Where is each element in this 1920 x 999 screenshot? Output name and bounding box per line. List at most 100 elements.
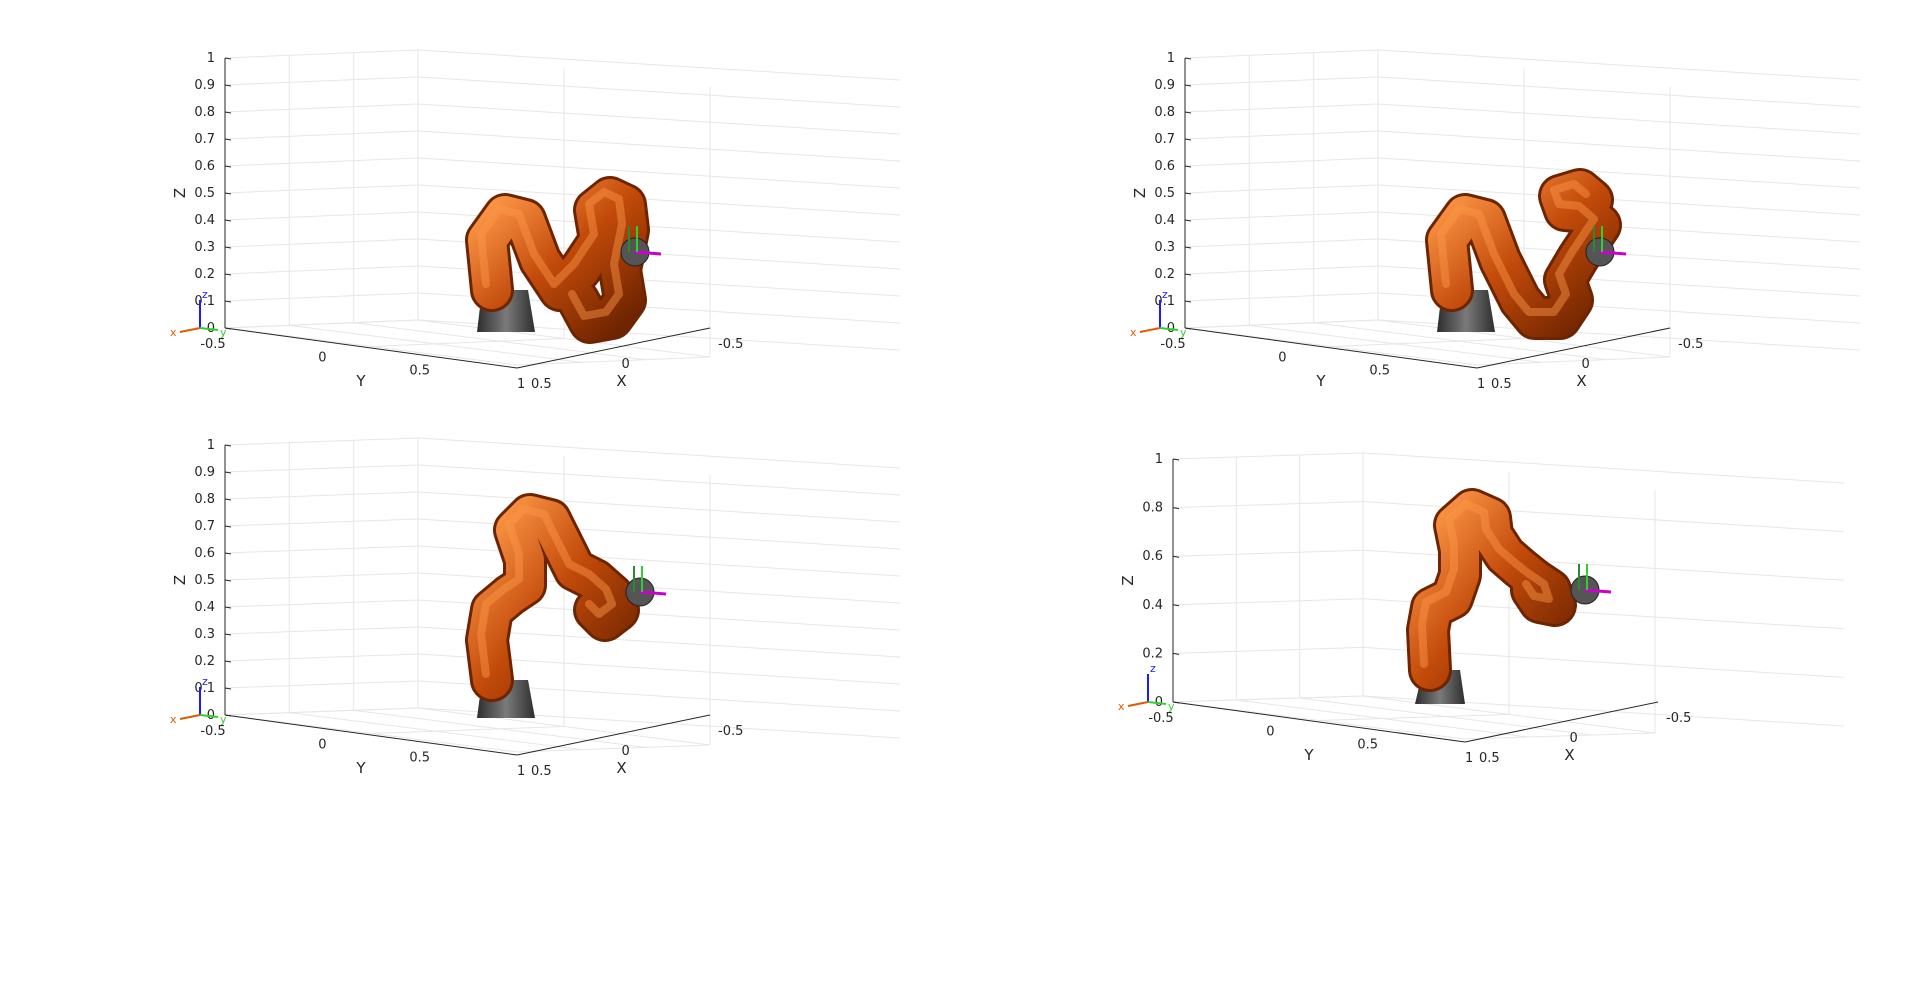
triad-x-axis (1139, 327, 1161, 333)
z-tick-label: 0.4 (1154, 213, 1175, 228)
z-tick (224, 714, 232, 717)
grid-line (417, 49, 901, 81)
z-tick-label: 0.6 (194, 546, 215, 561)
grid-line (224, 464, 419, 473)
z-tick (1172, 507, 1180, 510)
triad-y-label: y (1180, 326, 1187, 339)
z-tick-label: 1 (207, 438, 215, 453)
triad-x-axis (179, 714, 201, 720)
z-tick-label: 0.4 (194, 213, 215, 228)
y-tick-label: 0.5 (1357, 738, 1378, 753)
grid-line (1362, 452, 1845, 484)
x-tick-label: -0.5 (1666, 711, 1691, 726)
grid-line (516, 744, 711, 753)
grid-line (1172, 695, 1364, 703)
grid-line (224, 103, 419, 113)
triad-x-axis (1127, 701, 1149, 707)
triad-z-label: z (202, 288, 208, 301)
grid-line (1184, 319, 1379, 329)
grid-line (224, 292, 419, 302)
y-tick-label: 0.5 (409, 364, 430, 379)
y-tick-label: 1 (1477, 377, 1485, 392)
x-axis-line (1476, 327, 1671, 369)
x-tick-label: -0.5 (1678, 337, 1703, 352)
z-tick (1172, 652, 1180, 655)
grid-line (1184, 265, 1379, 275)
grid-line (1362, 549, 1845, 581)
y-axis-line (1172, 701, 1466, 743)
coordinate-triad: z x y (1118, 662, 1175, 713)
grid (1184, 49, 1861, 366)
subplot-top-right[interactable]: 00.10.20.30.40.50.60.70.80.91-0.500.510.… (960, 0, 1920, 500)
axes-top-right[interactable]: 00.10.20.30.40.50.60.70.80.91-0.500.510.… (960, 0, 1920, 500)
grid-line (1184, 157, 1379, 167)
grid-line (1318, 714, 1510, 721)
z-tick (224, 687, 232, 690)
z-tick-label: 0.4 (194, 600, 215, 615)
z-tick (1184, 57, 1192, 60)
x-tick-label: 0.5 (1491, 377, 1512, 392)
z-tick-label: 0.7 (194, 519, 215, 534)
y-tick-label: -0.5 (200, 724, 225, 739)
coordinate-triad: z x y (170, 288, 227, 339)
y-tick-label: 0.5 (409, 751, 430, 766)
grid-line (1377, 184, 1861, 216)
grid-line (417, 130, 901, 162)
subplot-top-left[interactable]: 00.10.20.30.40.50.60.70.80.91-0.500.510.… (0, 0, 960, 500)
grid-line (1184, 211, 1379, 221)
axes-bottom-left[interactable]: 00.10.20.30.40.50.60.70.80.91-0.500.510.… (0, 437, 960, 980)
z-axis-label: Z (171, 575, 189, 585)
x-axis-label: X (616, 759, 626, 777)
z-tick-label: 0.2 (194, 267, 215, 282)
z-tick-label: 0.8 (1154, 105, 1175, 120)
grid-line (516, 356, 711, 366)
z-tick-label: 0.8 (1142, 501, 1163, 516)
z-tick (1184, 219, 1192, 222)
z-tick (224, 444, 232, 447)
ee-frame-x (1584, 588, 1612, 594)
axes-top-left[interactable]: 00.10.20.30.40.50.60.70.80.91-0.500.510.… (0, 0, 960, 500)
z-tick (224, 111, 232, 114)
z-tick (224, 660, 232, 663)
y-axis-line (224, 714, 518, 756)
grid-line (224, 545, 419, 554)
robot-links (1409, 491, 1574, 689)
grid-line (1377, 49, 1861, 81)
grid-line (1172, 501, 1364, 509)
y-axis-line (1184, 327, 1478, 369)
y-tick-label: -0.5 (200, 337, 225, 352)
z-tick (224, 525, 232, 528)
z-tick (1184, 165, 1192, 168)
x-axis-line (516, 327, 711, 369)
z-tick (224, 633, 232, 636)
z-tick-label: 0.9 (1154, 78, 1175, 93)
z-tick-label: 0.9 (194, 78, 215, 93)
y-axis-line (224, 327, 518, 369)
triad-x-label: x (170, 713, 177, 726)
triad-y-axis (199, 327, 219, 331)
triad-x-axis (179, 327, 201, 333)
x-tick-label: 0.5 (531, 764, 552, 779)
triad-x-label: x (170, 326, 177, 339)
grid-line (1377, 157, 1861, 189)
triad-y-axis (199, 714, 219, 718)
y-axis-label: Y (1315, 372, 1326, 390)
subplot-bottom-left[interactable]: 00.10.20.30.40.50.60.70.80.91-0.500.510.… (0, 437, 960, 980)
z-tick (1172, 458, 1180, 461)
grid-line (417, 76, 901, 108)
x-tick-label: -0.5 (718, 724, 743, 739)
grid-line (1184, 238, 1379, 248)
grid-line (417, 437, 901, 469)
z-tick-label: 0.3 (194, 627, 215, 642)
y-tick-label: 1 (517, 764, 525, 779)
z-tick-label: 0.3 (194, 240, 215, 255)
z-tick (224, 165, 232, 168)
z-axis-label: Z (1119, 575, 1137, 585)
z-tick (224, 606, 232, 609)
z-tick (1172, 604, 1180, 607)
z-tick-labels: 00.20.40.60.81 (1142, 452, 1180, 710)
triad-y-axis (1159, 327, 1179, 331)
z-tick (1184, 300, 1192, 303)
